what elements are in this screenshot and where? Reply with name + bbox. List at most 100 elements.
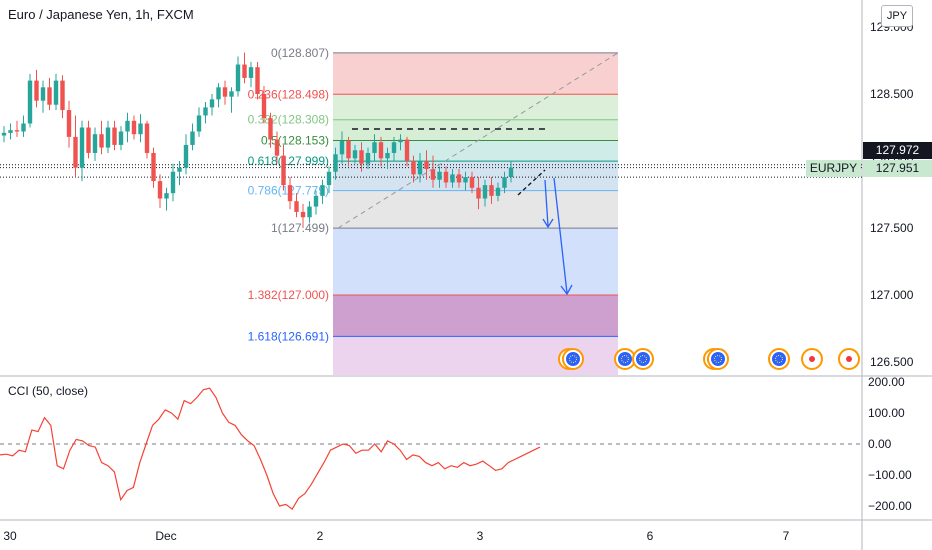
candle-body xyxy=(495,187,501,196)
time-tick-label: Dec xyxy=(155,529,176,543)
price-axis[interactable]: 129.000128.500128.000127.500127.000126.5… xyxy=(870,20,914,369)
drawings xyxy=(337,52,619,296)
candle-body xyxy=(307,206,312,218)
price-tick-label: 127.000 xyxy=(870,288,914,302)
candle-body xyxy=(196,115,202,132)
candle-body xyxy=(235,64,241,92)
eu-flag-icon[interactable] xyxy=(768,348,790,370)
candle-body xyxy=(170,171,176,194)
candle-body xyxy=(164,193,169,199)
fib-label: 1(127.499) xyxy=(271,221,329,235)
eu-flag-icon[interactable] xyxy=(632,348,654,370)
candle-body xyxy=(151,152,156,182)
candle-body xyxy=(372,142,377,153)
symbol-tag: EURJPY xyxy=(806,160,861,177)
fib-zone xyxy=(333,52,618,95)
candle-body xyxy=(157,181,163,199)
candle-body xyxy=(60,80,65,111)
cci-axis[interactable]: 200.00 100.00 0.00 −100.00 −200.00 xyxy=(868,375,912,513)
candle-body xyxy=(456,174,462,183)
candle-body xyxy=(216,87,221,100)
cci-line xyxy=(0,387,541,510)
currency-badge[interactable]: JPY xyxy=(881,5,913,27)
fib-label: 1.382(127.000) xyxy=(248,288,329,302)
candle-body xyxy=(489,185,494,196)
news-icon[interactable] xyxy=(838,348,860,370)
candle-body xyxy=(333,154,338,172)
price-tick-label: 126.500 xyxy=(870,355,914,369)
candle-body xyxy=(398,139,403,143)
candle-body xyxy=(144,123,150,153)
candle-body xyxy=(1,132,7,136)
eu-flag-icon[interactable] xyxy=(562,348,584,370)
candle-body xyxy=(281,155,286,186)
candle-body xyxy=(53,80,59,105)
candle-body xyxy=(378,142,384,159)
candle-body xyxy=(242,64,247,78)
candle-body xyxy=(209,99,215,108)
cci-tick-label: 0.00 xyxy=(868,437,892,451)
candle-body xyxy=(352,150,358,159)
fib-label: 0(128.807) xyxy=(271,46,329,60)
fib-zone xyxy=(333,295,618,337)
candle-body xyxy=(437,171,442,180)
candle-body xyxy=(274,139,280,156)
candle-body xyxy=(79,127,85,168)
event-markers[interactable] xyxy=(558,348,860,370)
candle-body xyxy=(417,161,423,175)
candle-body xyxy=(112,127,117,145)
candle-body xyxy=(8,130,13,133)
candle-body xyxy=(346,140,351,159)
time-tick-label: 2 xyxy=(317,529,324,543)
fib-label: 1.618(126.691) xyxy=(248,329,329,343)
event-dot xyxy=(809,356,815,362)
candle-body xyxy=(261,94,267,119)
fib-label: 0.618(127.999) xyxy=(248,154,329,168)
arrowhead-2 xyxy=(560,284,573,296)
candle-body xyxy=(287,185,293,202)
candle-body xyxy=(40,87,46,101)
candle-body xyxy=(248,67,254,78)
cci-tick-label: 200.00 xyxy=(868,375,905,389)
candle-body xyxy=(502,177,507,188)
cci-title: CCI (50, close) xyxy=(8,384,89,398)
fib-zone xyxy=(333,94,618,120)
fib-trend-line xyxy=(337,52,619,229)
forecast-arrow-1 xyxy=(544,179,549,227)
arrowhead-1 xyxy=(542,218,554,229)
candle-body xyxy=(404,139,410,161)
candle-body xyxy=(391,142,397,153)
candle-body xyxy=(190,131,195,145)
candle-body xyxy=(27,80,33,124)
fib-label: 0.382(128.308) xyxy=(248,113,329,127)
fib-zone xyxy=(333,161,618,191)
fib-zone xyxy=(333,190,618,229)
candle-body xyxy=(359,150,364,164)
fib-zone xyxy=(333,140,618,162)
time-tick-label: 30 xyxy=(3,529,17,543)
price-tick-label: 128.500 xyxy=(870,87,914,101)
time-tick-label: 7 xyxy=(783,529,790,543)
candle-body xyxy=(385,152,390,159)
event-dot xyxy=(846,356,852,362)
candle-body xyxy=(177,167,182,172)
candle-body xyxy=(34,80,39,101)
candle-body xyxy=(365,152,371,164)
candle-body xyxy=(86,127,91,153)
candle-body xyxy=(229,91,234,97)
fib-label: 0.236(128.498) xyxy=(248,87,329,101)
event-stars xyxy=(775,355,783,363)
time-axis[interactable]: 30 Dec 2 3 6 7 xyxy=(3,529,789,543)
candle-body xyxy=(183,144,189,168)
eu-flag-icon[interactable] xyxy=(707,348,729,370)
event-flag xyxy=(566,352,580,366)
event-flag xyxy=(772,352,786,366)
cci-tick-label: 100.00 xyxy=(868,406,905,420)
price-tick-label: 127.500 xyxy=(870,221,914,235)
news-icon[interactable] xyxy=(801,348,823,370)
symbol-price-tag: 127.951 xyxy=(863,160,932,177)
candle-body xyxy=(313,195,319,207)
candle-body xyxy=(476,187,481,199)
